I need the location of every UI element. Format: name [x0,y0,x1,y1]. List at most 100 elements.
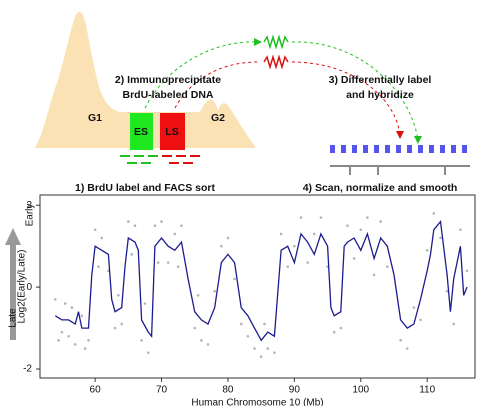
plot-frame [39,194,476,379]
y-tick-label: 2 [26,200,32,211]
probe-point [432,212,436,215]
arrowhead [254,38,262,46]
annotation: Late [8,308,19,328]
step-label: 3) Differentially label [329,74,432,86]
dna-fragments [120,155,200,164]
probe-point [239,322,243,326]
probe-point [346,224,349,228]
probe-point [140,339,143,342]
arrow [291,41,419,141]
probe-point [213,289,216,293]
chart: 60 70 80 90 100 110 -2 0 2 Human Chromosome 10 (M… [8,200,469,409]
labeled-dna [263,54,289,70]
probe-point [73,343,77,346]
chromosome [330,165,470,175]
smoothed-line [54,220,468,342]
facs-histogram [35,11,256,148]
probe-point [130,253,133,256]
probe-point [412,306,416,309]
x-axis-label: Human Chromosome 10 (Mb) [191,398,323,406]
probe-point [386,265,389,268]
probe-point [87,339,90,342]
probe-point [127,220,130,223]
probe-point [339,326,343,330]
probe-point [67,334,70,338]
step-label: 2) Immunoprecipitate [115,74,221,86]
probe-point [180,224,183,228]
probe-point [372,273,376,277]
ls-gate [160,113,185,150]
y-tick-label: -2 [23,364,32,375]
probe-point [113,326,117,330]
direction-arrow [5,228,21,340]
label: G1 [88,112,102,124]
probe-point [312,232,316,236]
probe-point [263,322,266,326]
probe-point [233,277,236,281]
probe-point [293,244,296,248]
probe-point [405,347,409,350]
probe-point [70,306,74,309]
step-label: BrdU-labeled DNA [122,89,213,101]
probe-point [60,330,64,334]
x-tick-label: 90 [289,385,301,396]
probe-point [306,261,309,264]
probe-point [153,224,157,228]
probe-point [379,220,382,223]
probe-point [399,339,402,342]
step-label: and hybridize [346,89,414,101]
arrowhead [414,136,422,144]
probe-point [319,216,323,219]
probe-point [332,330,336,334]
probe-point [246,334,250,338]
probe-point [359,228,363,232]
probe-point [425,248,429,252]
probe-point [286,265,290,268]
probe-point [83,347,87,350]
label: ES [134,126,148,138]
probe-point [259,355,263,359]
probe-point [146,351,150,354]
probe-point [97,265,100,268]
probe-point [419,318,422,322]
x-tick-label: 110 [419,385,435,396]
y-tick-label: 0 [26,282,32,293]
arrowhead [396,131,404,139]
probe-point [166,261,170,264]
microarray-probes [330,145,467,153]
step-label: 1) BrdU label and FACS sort [75,182,216,194]
probe-point [196,294,200,297]
x-tick-label: 100 [352,385,369,396]
probe-point [200,339,203,342]
probe-point [63,302,67,305]
y-axis-label: Log2(Early/Late) [17,250,28,324]
probe-point [53,298,57,301]
probe-point [253,347,256,350]
probe-point [273,351,276,354]
probe-point [279,232,283,236]
probe-point [176,265,180,268]
labeled-dna [263,34,289,50]
probe-point [465,269,469,273]
probe-point [366,216,369,219]
annotation: Early [25,204,36,227]
probe-point [299,216,303,219]
probe-point [352,257,356,260]
es-gate [130,113,153,150]
probe-point [459,228,462,232]
probe-point [439,236,442,240]
x-tick-label: 70 [156,385,168,396]
probe-point [452,322,456,326]
probe-point [220,244,223,248]
probe-point [173,232,177,236]
label: LS [165,126,178,138]
probe-point [143,302,147,305]
x-tick-label: 80 [222,385,234,396]
probe-point [133,224,137,228]
probe-point [160,220,163,223]
probe-point [117,294,120,297]
probe-point [120,322,123,326]
probe-point [93,228,97,232]
probe-point [445,289,449,293]
probe-point [226,236,230,240]
